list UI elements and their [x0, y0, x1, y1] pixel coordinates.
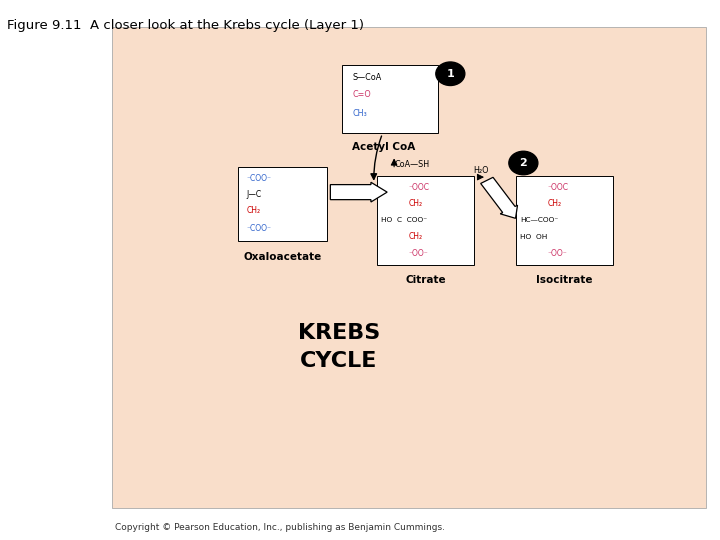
Text: ⁻OOC: ⁻OOC — [548, 183, 569, 192]
Text: S—CoA: S—CoA — [352, 73, 382, 83]
Text: HO  C  COO⁻: HO C COO⁻ — [382, 217, 428, 224]
Text: ⁻COO⁻: ⁻COO⁻ — [246, 173, 271, 183]
Text: ⁻OO⁻: ⁻OO⁻ — [409, 249, 428, 258]
Circle shape — [436, 62, 465, 85]
Text: H₂O: H₂O — [474, 166, 489, 176]
Text: CYCLE: CYCLE — [300, 351, 378, 372]
Text: ⁻COO⁻: ⁻COO⁻ — [246, 224, 271, 233]
FancyBboxPatch shape — [516, 176, 613, 265]
Text: C=O: C=O — [352, 90, 371, 99]
Text: CH₂: CH₂ — [548, 199, 562, 208]
Text: Isocitrate: Isocitrate — [536, 275, 593, 285]
Text: J—C: J—C — [246, 190, 261, 199]
Text: Acetyl CoA: Acetyl CoA — [352, 142, 415, 152]
Text: ⁻OOC: ⁻OOC — [409, 183, 430, 192]
Text: ⁻OO⁻: ⁻OO⁻ — [548, 249, 567, 258]
Text: CH₂: CH₂ — [409, 199, 423, 208]
Text: Figure 9.11  A closer look at the Krebs cycle (Layer 1): Figure 9.11 A closer look at the Krebs c… — [7, 19, 364, 32]
Text: 1: 1 — [446, 69, 454, 79]
Text: CoA—SH: CoA—SH — [394, 160, 429, 170]
Text: HC—COO⁻: HC—COO⁻ — [521, 217, 559, 224]
FancyArrow shape — [330, 183, 387, 202]
FancyBboxPatch shape — [342, 65, 438, 133]
Text: 2: 2 — [520, 158, 527, 168]
Text: Oxaloacetate: Oxaloacetate — [243, 252, 322, 262]
Text: CH₃: CH₃ — [352, 109, 367, 118]
Text: KREBS: KREBS — [298, 323, 380, 343]
Text: Copyright © Pearson Education, Inc., publishing as Benjamin Cummings.: Copyright © Pearson Education, Inc., pub… — [115, 523, 445, 532]
Text: Citrate: Citrate — [405, 275, 446, 285]
Text: HO  OH: HO OH — [521, 234, 548, 240]
FancyArrow shape — [481, 177, 518, 218]
Text: CH₂: CH₂ — [246, 206, 261, 215]
FancyBboxPatch shape — [238, 167, 328, 241]
Text: CH₂: CH₂ — [409, 232, 423, 241]
Circle shape — [509, 151, 538, 175]
FancyBboxPatch shape — [377, 176, 474, 265]
